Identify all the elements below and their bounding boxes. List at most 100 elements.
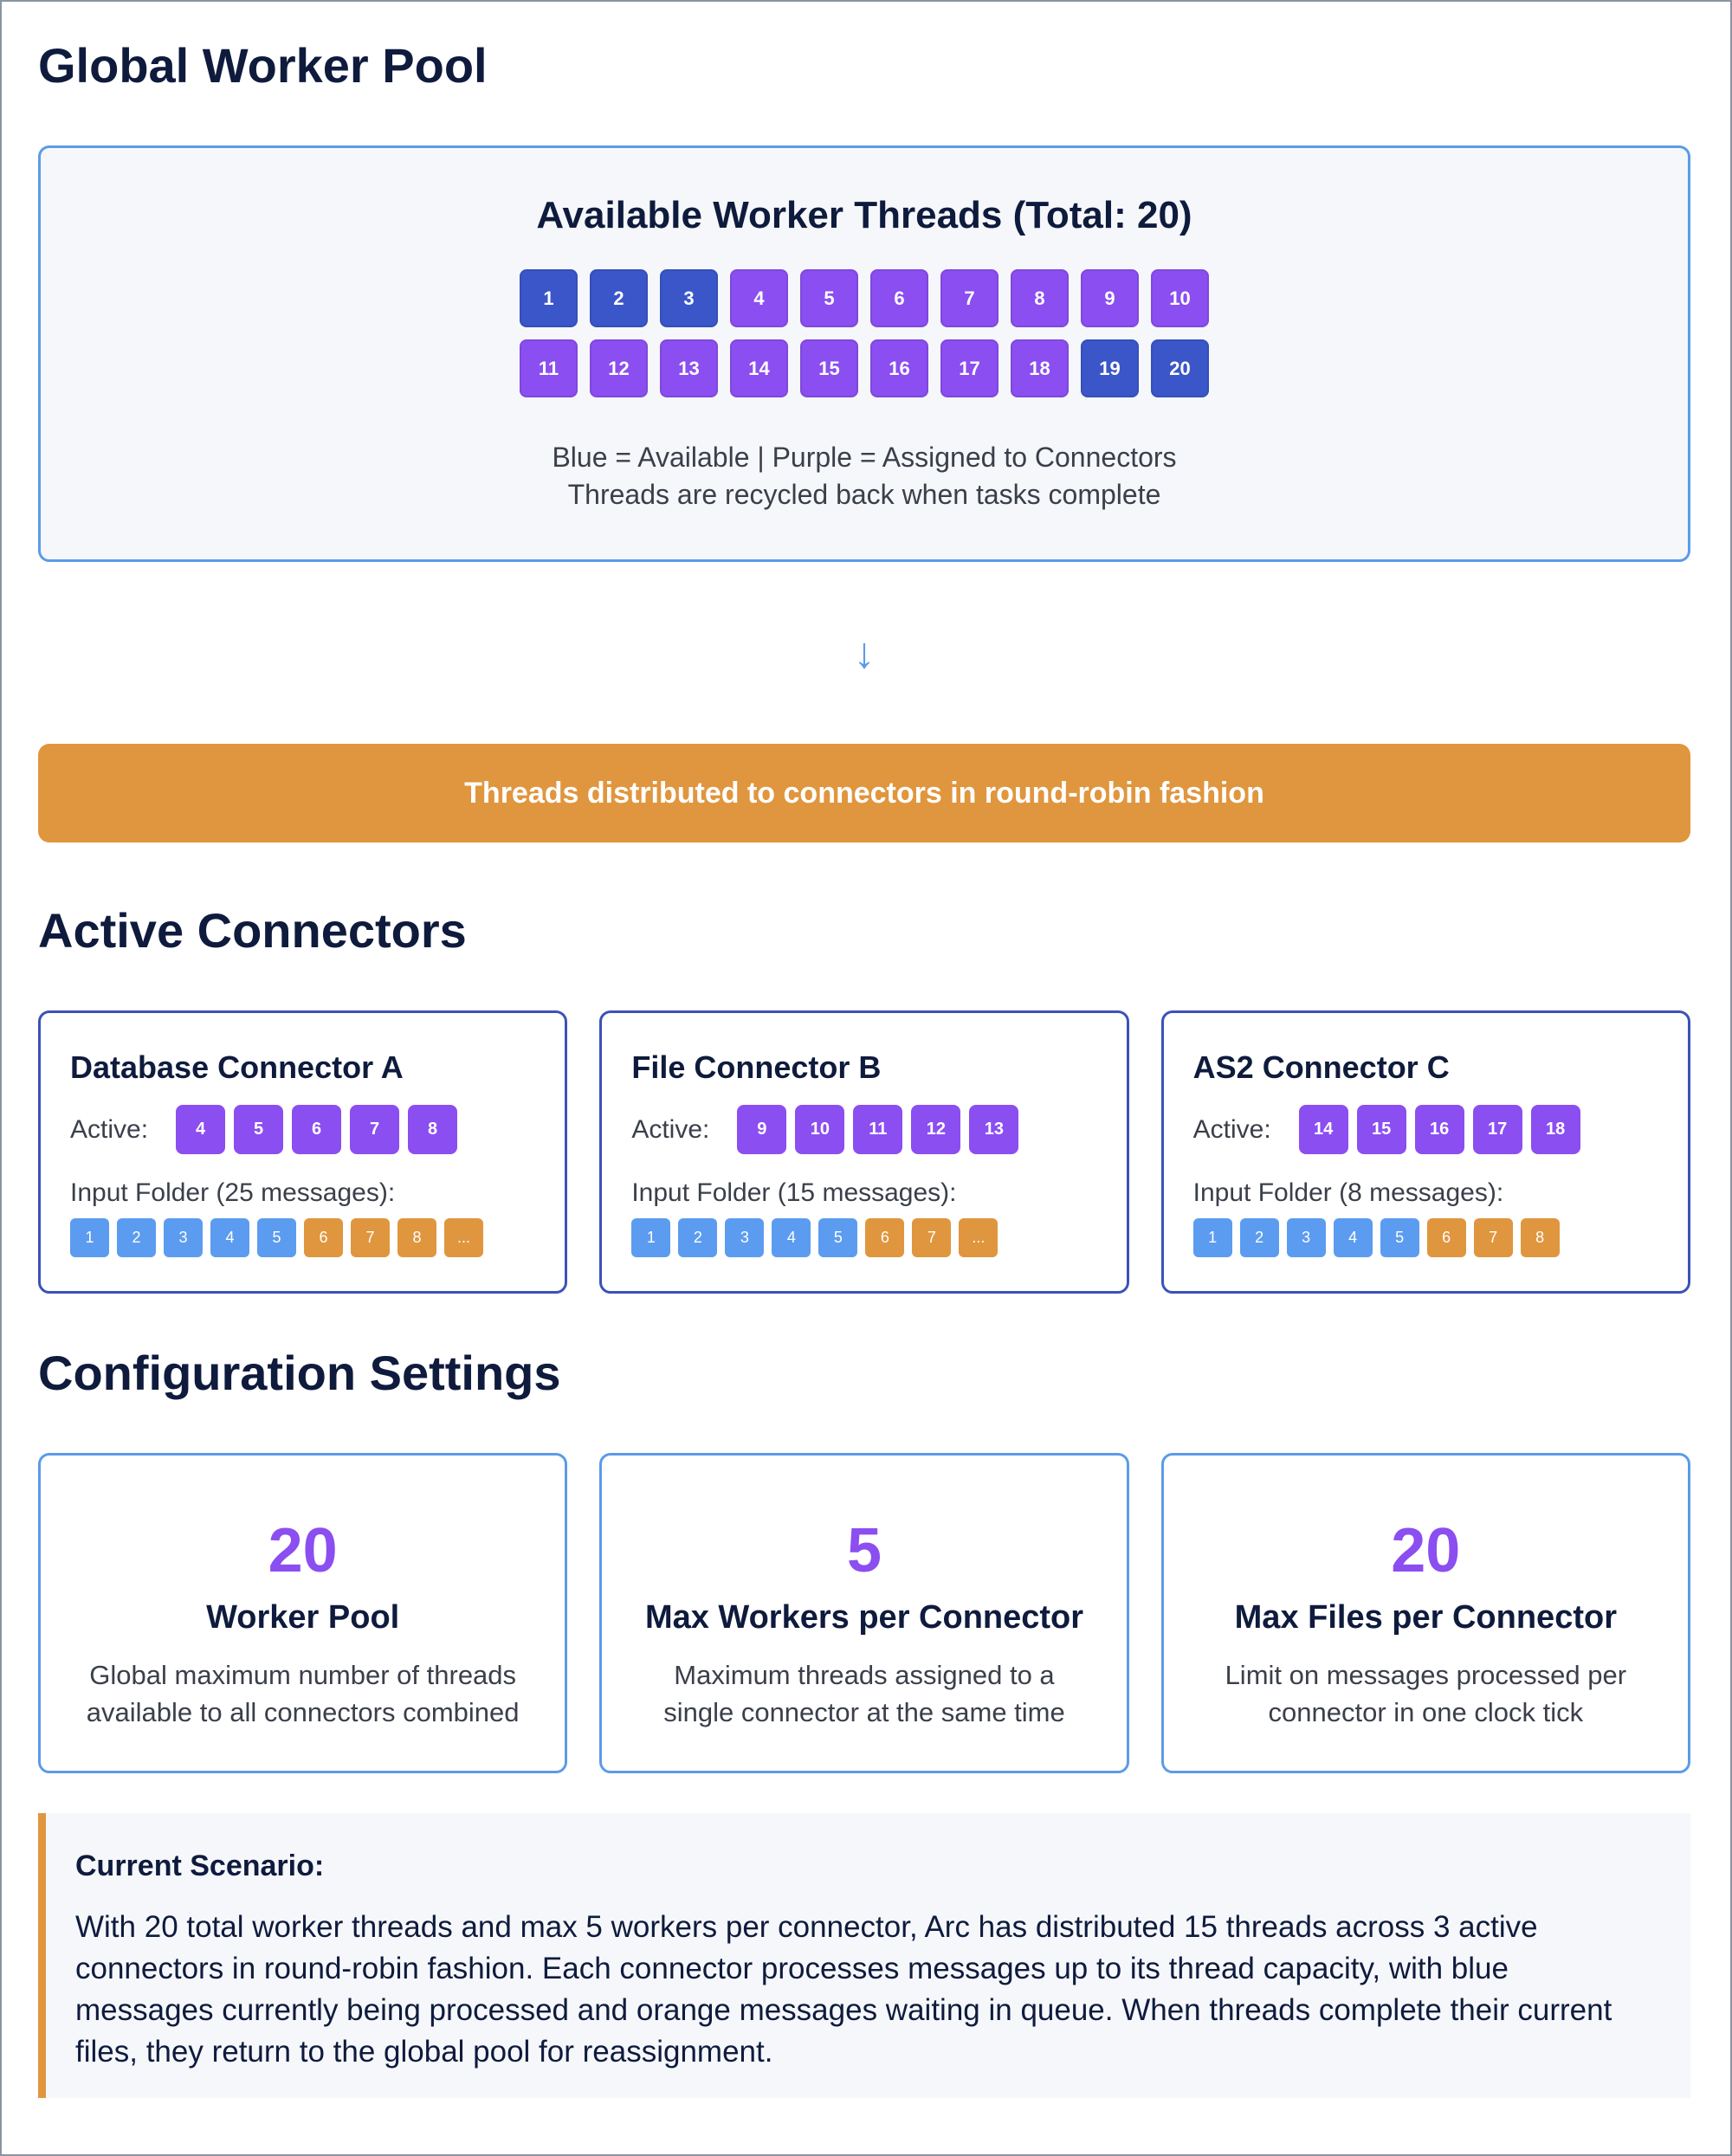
active-label: Active:: [70, 1114, 149, 1144]
message-row: 1 2 3 4 5 6 7...: [631, 1218, 1096, 1257]
thread-chip: 5: [800, 269, 858, 327]
setting-value: 5: [846, 1516, 882, 1585]
setting-description: Maximum threads assigned to a single con…: [663, 1660, 1065, 1727]
thread-chip: 11: [520, 339, 578, 397]
message-chip: 7: [1473, 1218, 1513, 1257]
thread-chip: 4: [730, 269, 788, 327]
active-thread: 9: [737, 1105, 787, 1154]
setting-card: 5 Max Workers per Connector Maximum thread…: [599, 1453, 1129, 1773]
message-chip: 4: [772, 1218, 811, 1257]
active-thread: 13: [969, 1105, 1019, 1154]
setting-title: Worker Pool: [206, 1599, 400, 1636]
connector-card: Database Connector A Active: 4 5 6 7 8 Input Fo…: [38, 1010, 568, 1294]
active-thread: 17: [1472, 1105, 1522, 1154]
connector-card: File Connector B Active: 9 10 11 12 13 Input Fo…: [599, 1010, 1129, 1294]
setting-title: Max Files per Connector: [1234, 1599, 1617, 1636]
thread-chip: 15: [800, 339, 858, 397]
message-chip: 7: [351, 1218, 390, 1257]
thread-chip: 20: [1151, 339, 1209, 397]
thread-chip: 1: [520, 269, 578, 327]
active-thread: 8: [408, 1105, 457, 1154]
setting-title: Max Workers per Connector: [644, 1599, 1084, 1636]
pool-legend-block: Blue = Available | Purple = Assigned to …: [41, 439, 1688, 513]
thread-chip: 19: [1081, 339, 1139, 397]
message-chip: 6: [304, 1218, 343, 1257]
message-chip: 8: [1520, 1218, 1560, 1257]
thread-chip: 6: [870, 269, 928, 327]
active-thread: 12: [911, 1105, 961, 1154]
thread-chip: 16: [870, 339, 928, 397]
message-chip: 6: [1426, 1218, 1466, 1257]
message-chip: 1: [631, 1218, 671, 1257]
message-chip: 1: [1192, 1218, 1232, 1257]
active-label: Active:: [1192, 1114, 1271, 1144]
message-chip: 2: [117, 1218, 156, 1257]
connectors-heading: Active Connectors: [38, 903, 467, 958]
connector-name: Database Connector A: [70, 1049, 404, 1085]
scenario-box: Current Scenario: With 20 total worker t…: [38, 1813, 1690, 2098]
active-row: Active: 9 10 11 12 13: [631, 1105, 1096, 1154]
active-thread: 11: [853, 1105, 903, 1154]
active-thread: 10: [795, 1105, 845, 1154]
message-chip: 5: [257, 1218, 296, 1257]
message-chip: 1: [70, 1218, 109, 1257]
scenario-title: Current Scenario:: [75, 1849, 325, 1882]
message-chip: 5: [1380, 1218, 1419, 1257]
active-thread: 14: [1298, 1105, 1348, 1154]
message-chip: 2: [1239, 1218, 1279, 1257]
thread-grid: 1 2 3 4 5 6 7 8 9 10 11 12 13 14 15 16 17 18 19 20: [41, 269, 1688, 397]
message-chip: ...: [444, 1218, 483, 1257]
scenario-text: With 20 total worker threads and max 5 w…: [75, 1910, 1612, 2069]
thread-chip: 9: [1081, 269, 1139, 327]
thread-chip: 12: [590, 339, 648, 397]
settings-cards: 20 Worker Pool Global maximum number of th…: [38, 1453, 1690, 1773]
message-chip: 3: [725, 1218, 765, 1257]
active-thread: 18: [1530, 1105, 1580, 1154]
thread-chip: 14: [730, 339, 788, 397]
pool-title: Available Worker Threads (Total: 20): [536, 194, 1192, 236]
folder-label: Input Folder (15 messages):: [631, 1178, 957, 1207]
message-chip: ...: [959, 1218, 998, 1257]
connector-card: AS2 Connector C Active: 14 15 16 17 18 Input Fo…: [1160, 1010, 1690, 1294]
folder-label: Input Folder (25 messages):: [70, 1178, 396, 1207]
active-thread: 15: [1356, 1105, 1406, 1154]
thread-chip: 2: [590, 269, 648, 327]
thread-chip: 10: [1151, 269, 1209, 327]
message-chip: 5: [818, 1218, 858, 1257]
active-label: Active:: [631, 1114, 710, 1144]
message-chip: 7: [912, 1218, 952, 1257]
connector-name: AS2 Connector C: [1192, 1049, 1450, 1085]
message-chip: 4: [1333, 1218, 1373, 1257]
active-thread: 7: [350, 1105, 399, 1154]
connector-cards: Database Connector A Active: 4 5 6 7 8 Input Fo…: [38, 1010, 1690, 1294]
active-thread: 16: [1414, 1105, 1464, 1154]
setting-value: 20: [1391, 1516, 1461, 1585]
message-chip: 8: [397, 1218, 436, 1257]
message-chip: 3: [1286, 1218, 1326, 1257]
message-chip: 2: [678, 1218, 718, 1257]
flow-arrow: ↓: [853, 629, 876, 677]
active-row: Active: 14 15 16 17 18: [1193, 1105, 1658, 1154]
setting-value: 20: [268, 1516, 338, 1585]
message-chip: 3: [164, 1218, 203, 1257]
page-title: Global Worker Pool: [38, 38, 488, 93]
setting-description: Limit on messages processed per connecto…: [1225, 1660, 1627, 1727]
distribution-banner: Threads distributed to connectors in rou…: [38, 744, 1690, 842]
active-row: Active: 4 5 6 7 8: [70, 1105, 535, 1154]
message-chip: 6: [865, 1218, 905, 1257]
connector-name: File Connector B: [631, 1049, 882, 1085]
thread-chip: 17: [940, 339, 998, 397]
setting-description: Global maximum number of threads availab…: [86, 1660, 520, 1727]
folder-label: Input Folder (8 messages):: [1192, 1178, 1504, 1207]
pool-note: Threads are recycled back when tasks com…: [567, 479, 1161, 510]
message-chip: 4: [210, 1218, 249, 1257]
thread-chip: 8: [1011, 269, 1069, 327]
thread-chip: 18: [1011, 339, 1069, 397]
pool-legend: Blue = Available | Purple = Assigned to …: [552, 442, 1177, 473]
active-thread: 6: [292, 1105, 341, 1154]
active-thread: 4: [176, 1105, 225, 1154]
